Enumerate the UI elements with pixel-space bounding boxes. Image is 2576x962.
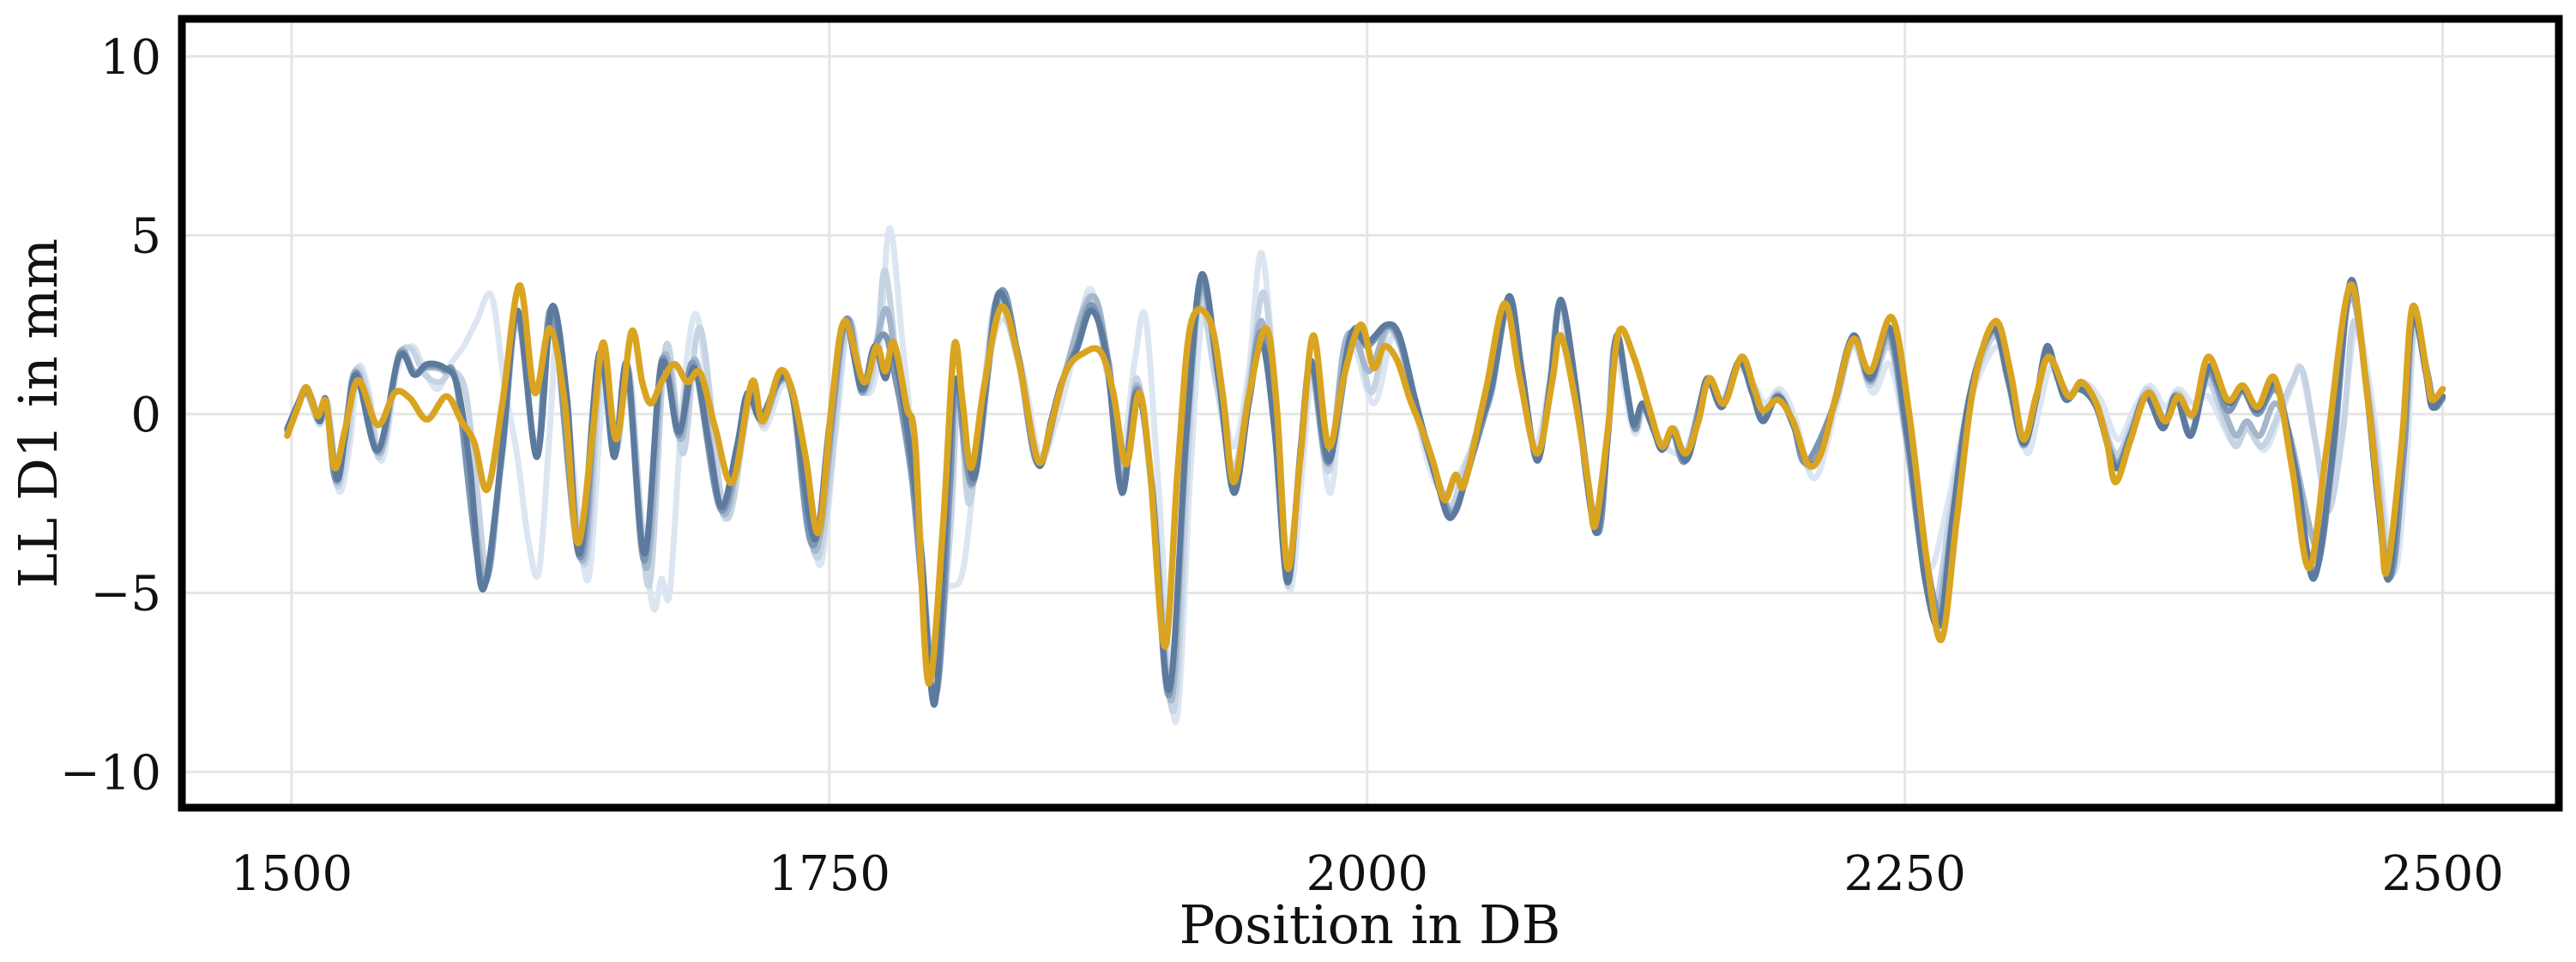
y-tick-label: −10	[60, 745, 161, 801]
x-tick-label: 2000	[1306, 846, 1428, 902]
x-axis-tick-labels: 1500 1750 2000 2250 2500	[231, 846, 2504, 902]
plot-border	[178, 15, 2563, 812]
x-tick-label: 2500	[2381, 846, 2504, 902]
y-tick-label: 10	[100, 30, 161, 86]
x-tick-label: 2250	[1843, 846, 1966, 902]
x-axis-title: Position in DB	[1179, 893, 1561, 956]
line-blue-dark	[284, 271, 2446, 708]
y-tick-label: 0	[130, 388, 161, 443]
data-series	[284, 225, 2446, 725]
gridlines	[182, 19, 2559, 808]
x-tick-label: 1750	[769, 846, 891, 902]
y-axis-tick-labels: 10 5 0 −5 −10	[60, 30, 161, 801]
x-tick-label: 1500	[231, 846, 353, 902]
y-axis-title: LL D1 in mm	[7, 238, 69, 588]
line-blue-mid-light	[284, 285, 2446, 704]
line-gold	[284, 281, 2446, 687]
y-tick-label: 5	[130, 208, 161, 264]
y-tick-label: −5	[90, 567, 161, 622]
